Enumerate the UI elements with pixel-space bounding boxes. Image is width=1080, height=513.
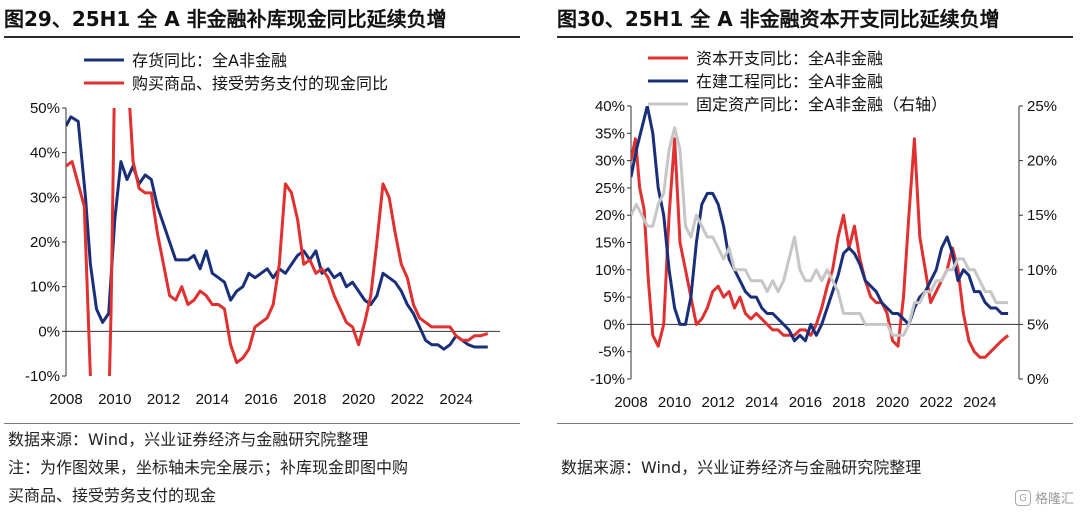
chart2-x-tick-label: 2024 xyxy=(963,394,996,411)
chart2-x-tick-label: 2022 xyxy=(919,394,952,411)
chart2-y-tick-label: 10% xyxy=(595,262,625,279)
chart2-x-tick-label: 2020 xyxy=(876,394,909,411)
chart2-y-tick-label: 15% xyxy=(595,235,625,252)
chart2-x-tick-label: 2018 xyxy=(832,394,865,411)
chart2-y-tick-label: 25% xyxy=(595,180,625,197)
chart1-x-tick-label: 2016 xyxy=(244,391,277,408)
watermark: G 格隆汇 xyxy=(1014,488,1074,507)
left-chart: -10% 0% 10% 20% 30% 40% 50% 2008 2010 2012 2014 201… xyxy=(25,51,500,408)
chart1-y-tick-label: 50% xyxy=(30,100,60,117)
chart2-y-tick-label: 0% xyxy=(603,316,625,333)
right-chart-title: 图30、25H1 全 A 非金融资本开支同比延续负增 xyxy=(557,7,1000,31)
chart2-series-line-2 xyxy=(631,106,1009,343)
chart2-y-tick-label: 30% xyxy=(595,153,625,170)
left-title-rule xyxy=(4,36,520,38)
chart1-y-tick-label: 10% xyxy=(30,279,60,296)
chart2-x-tick-label: 2012 xyxy=(702,394,735,411)
chart2-x-tick-label: 2016 xyxy=(789,394,822,411)
chart1-y-tick-label: -10% xyxy=(25,368,60,385)
chart1-x-tick-label: 2024 xyxy=(439,391,472,408)
right-chart: -10% -5% 0% 5% 10% 15% 20% 25% 30% 35% 40% 0% 5% 10% 1… xyxy=(590,49,1057,411)
chart2-x-tick-label: 2008 xyxy=(614,394,647,411)
chart2-y2-tick-label: 25% xyxy=(1027,98,1057,115)
left-chart-title: 图29、25H1 全 A 非金融补库现金同比延续负增 xyxy=(4,7,447,31)
left-bottom-rule xyxy=(4,423,520,424)
chart2-y2-tick-label: 0% xyxy=(1027,371,1049,388)
chart2-y-tick-label: 20% xyxy=(595,207,625,224)
left-note-line2: 买商品、接受劳务支付的现金 xyxy=(8,486,217,505)
chart2-y-tick-label: 40% xyxy=(595,98,625,115)
chart1-x-tick-label: 2020 xyxy=(342,391,375,408)
chart1-x-tick-label: 2014 xyxy=(196,391,229,408)
chart1-x-tick-label: 2012 xyxy=(147,391,180,408)
chart2-y2-tick-label: 5% xyxy=(1027,316,1049,333)
left-panel: 图29、25H1 全 A 非金融补库现金同比延续负增 -10% 0% 10% 20% 3… xyxy=(0,0,527,513)
chart2-x-tick-label: 2010 xyxy=(658,394,691,411)
left-note-line1: 注：为作图效果，坐标轴未完全展示；补库现金即图中购 xyxy=(8,458,409,477)
right-bottom-rule xyxy=(557,423,1073,424)
right-source: 数据来源：Wind，兴业证券经济与金融研究院整理 xyxy=(561,458,922,477)
chart1-series-line-2 xyxy=(66,108,489,376)
chart2-y2-tick-label: 15% xyxy=(1027,207,1057,224)
right-panel: 图30、25H1 全 A 非金融资本开支同比延续负增 -10% -5% 0% 5% 10… xyxy=(553,0,1080,513)
chart2-y-tick-label: 35% xyxy=(595,125,625,142)
chart1-y-tick-label: 40% xyxy=(30,145,60,162)
chart2-x-tick-label: 2014 xyxy=(745,394,778,411)
chart1-legend-label-2: 购买商品、接受劳务支付的现金同比 xyxy=(132,74,388,93)
watermark-text: 格隆汇 xyxy=(1034,492,1074,507)
chart1-y-tick-label: 0% xyxy=(38,323,60,340)
chart2-y2-tick-label: 20% xyxy=(1027,153,1057,170)
chart2-y-tick-label: -10% xyxy=(590,371,625,388)
left-source: 数据来源：Wind，兴业证券经济与金融研究院整理 xyxy=(8,430,369,449)
chart1-y-tick-label: 20% xyxy=(30,234,60,251)
right-title-rule xyxy=(557,36,1073,38)
chart1-x-tick-label: 2018 xyxy=(293,391,326,408)
chart1-x-tick-label: 2022 xyxy=(391,391,424,408)
chart2-y-tick-label: -5% xyxy=(598,344,625,361)
chart1-x-tick-label: 2010 xyxy=(98,391,131,408)
chart2-legend-label-1: 资本开支同比：全A非金融 xyxy=(696,49,883,68)
chart1-legend-label-1: 存货同比：全A非金融 xyxy=(132,51,287,70)
chart2-legend-label-3: 固定资产同比：全A非金融（右轴） xyxy=(696,95,947,114)
watermark-logo-icon: G xyxy=(1014,489,1031,506)
chart2-y2-tick-label: 10% xyxy=(1027,262,1057,279)
chart1-x-tick-label: 2008 xyxy=(49,391,82,408)
chart1-y-tick-label: 30% xyxy=(30,189,60,206)
chart1-series-line-1 xyxy=(66,115,488,351)
chart2-legend-label-2: 在建工程同比：全A非金融 xyxy=(696,72,883,91)
chart2-series-line-3 xyxy=(631,126,1009,337)
chart2-y-tick-label: 5% xyxy=(603,289,625,306)
